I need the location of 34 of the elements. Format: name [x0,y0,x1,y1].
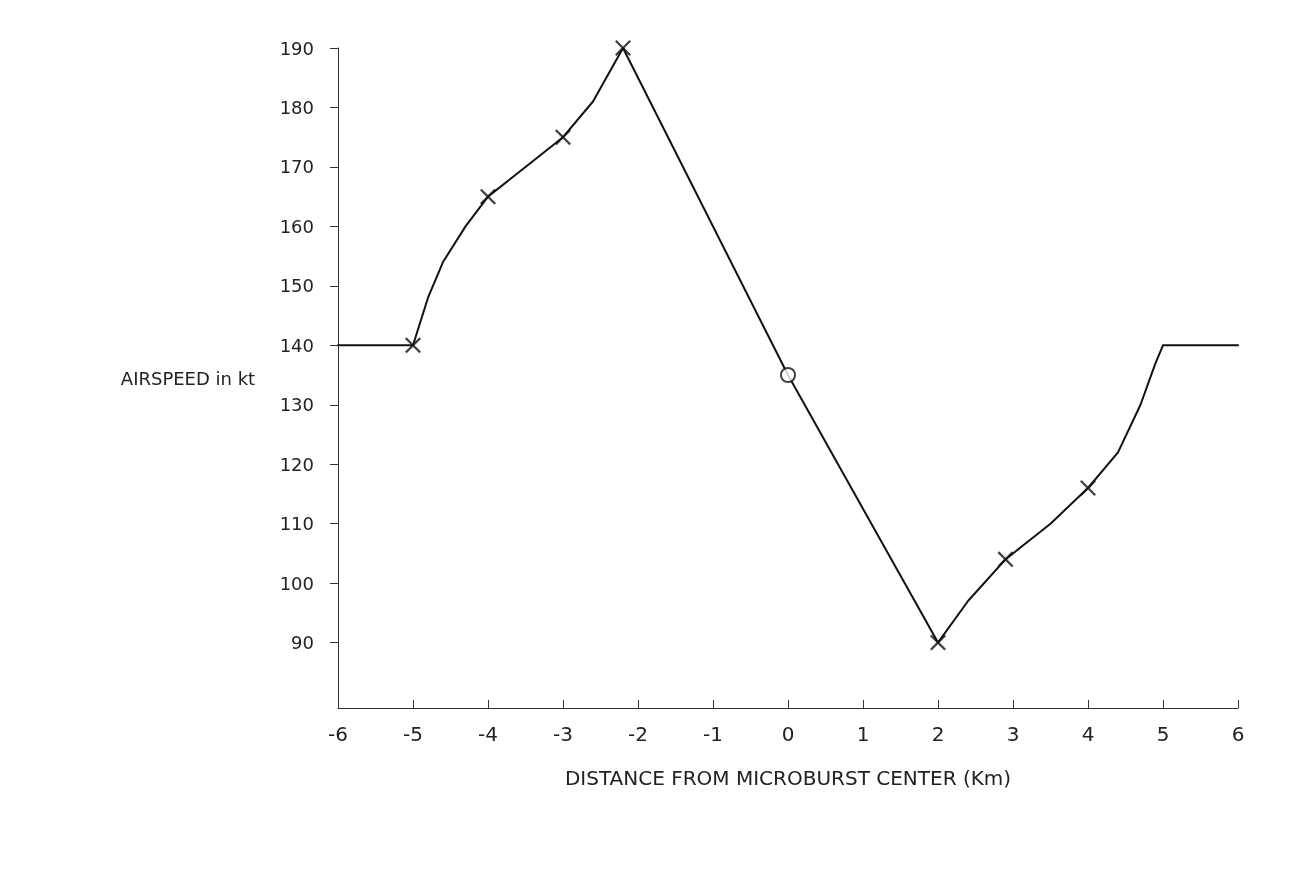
y-tick-label: 180 [279,96,314,118]
x-tick-label: 6 [1231,722,1245,746]
x-tick-label: 0 [781,722,795,746]
point [405,337,421,354]
x-tick-label: -1 [703,722,723,746]
y-tick-label: 150 [279,275,314,297]
y-tick-label: 160 [279,215,314,237]
x-tick-label: 2 [931,722,945,746]
point [930,634,946,651]
point [555,129,571,146]
y-tick-label: 130 [279,394,314,416]
y-tick-label: 100 [279,572,314,594]
y-tick-label: 120 [279,453,314,475]
y-tick-label: 170 [279,156,314,178]
x-tick-label: 3 [1006,722,1020,746]
point [780,367,796,384]
point [1080,480,1096,496]
x-tick-label: -2 [628,722,648,746]
x-tick-label: 4 [1081,722,1095,746]
point [997,551,1014,568]
y-tick-label: 190 [279,37,314,59]
x-tick-label: 5 [1156,722,1170,746]
y-tick-label: 140 [279,334,314,356]
x-tick-label: -6 [328,722,348,746]
point [615,40,631,56]
y-tick-label: 110 [279,513,314,535]
x-tick-label: 1 [856,722,870,746]
x-axis-title: DISTANCE FROM MICROBURST CENTER (Km) [564,766,1012,790]
x-tick-label: -3 [553,722,573,746]
x-tick-label: -5 [403,722,423,746]
y-tick-label: 90 [291,632,314,654]
y-axis-title: AIRSPEED in kt [120,367,256,389]
point [480,188,496,205]
x-tick-label: -4 [478,722,498,746]
